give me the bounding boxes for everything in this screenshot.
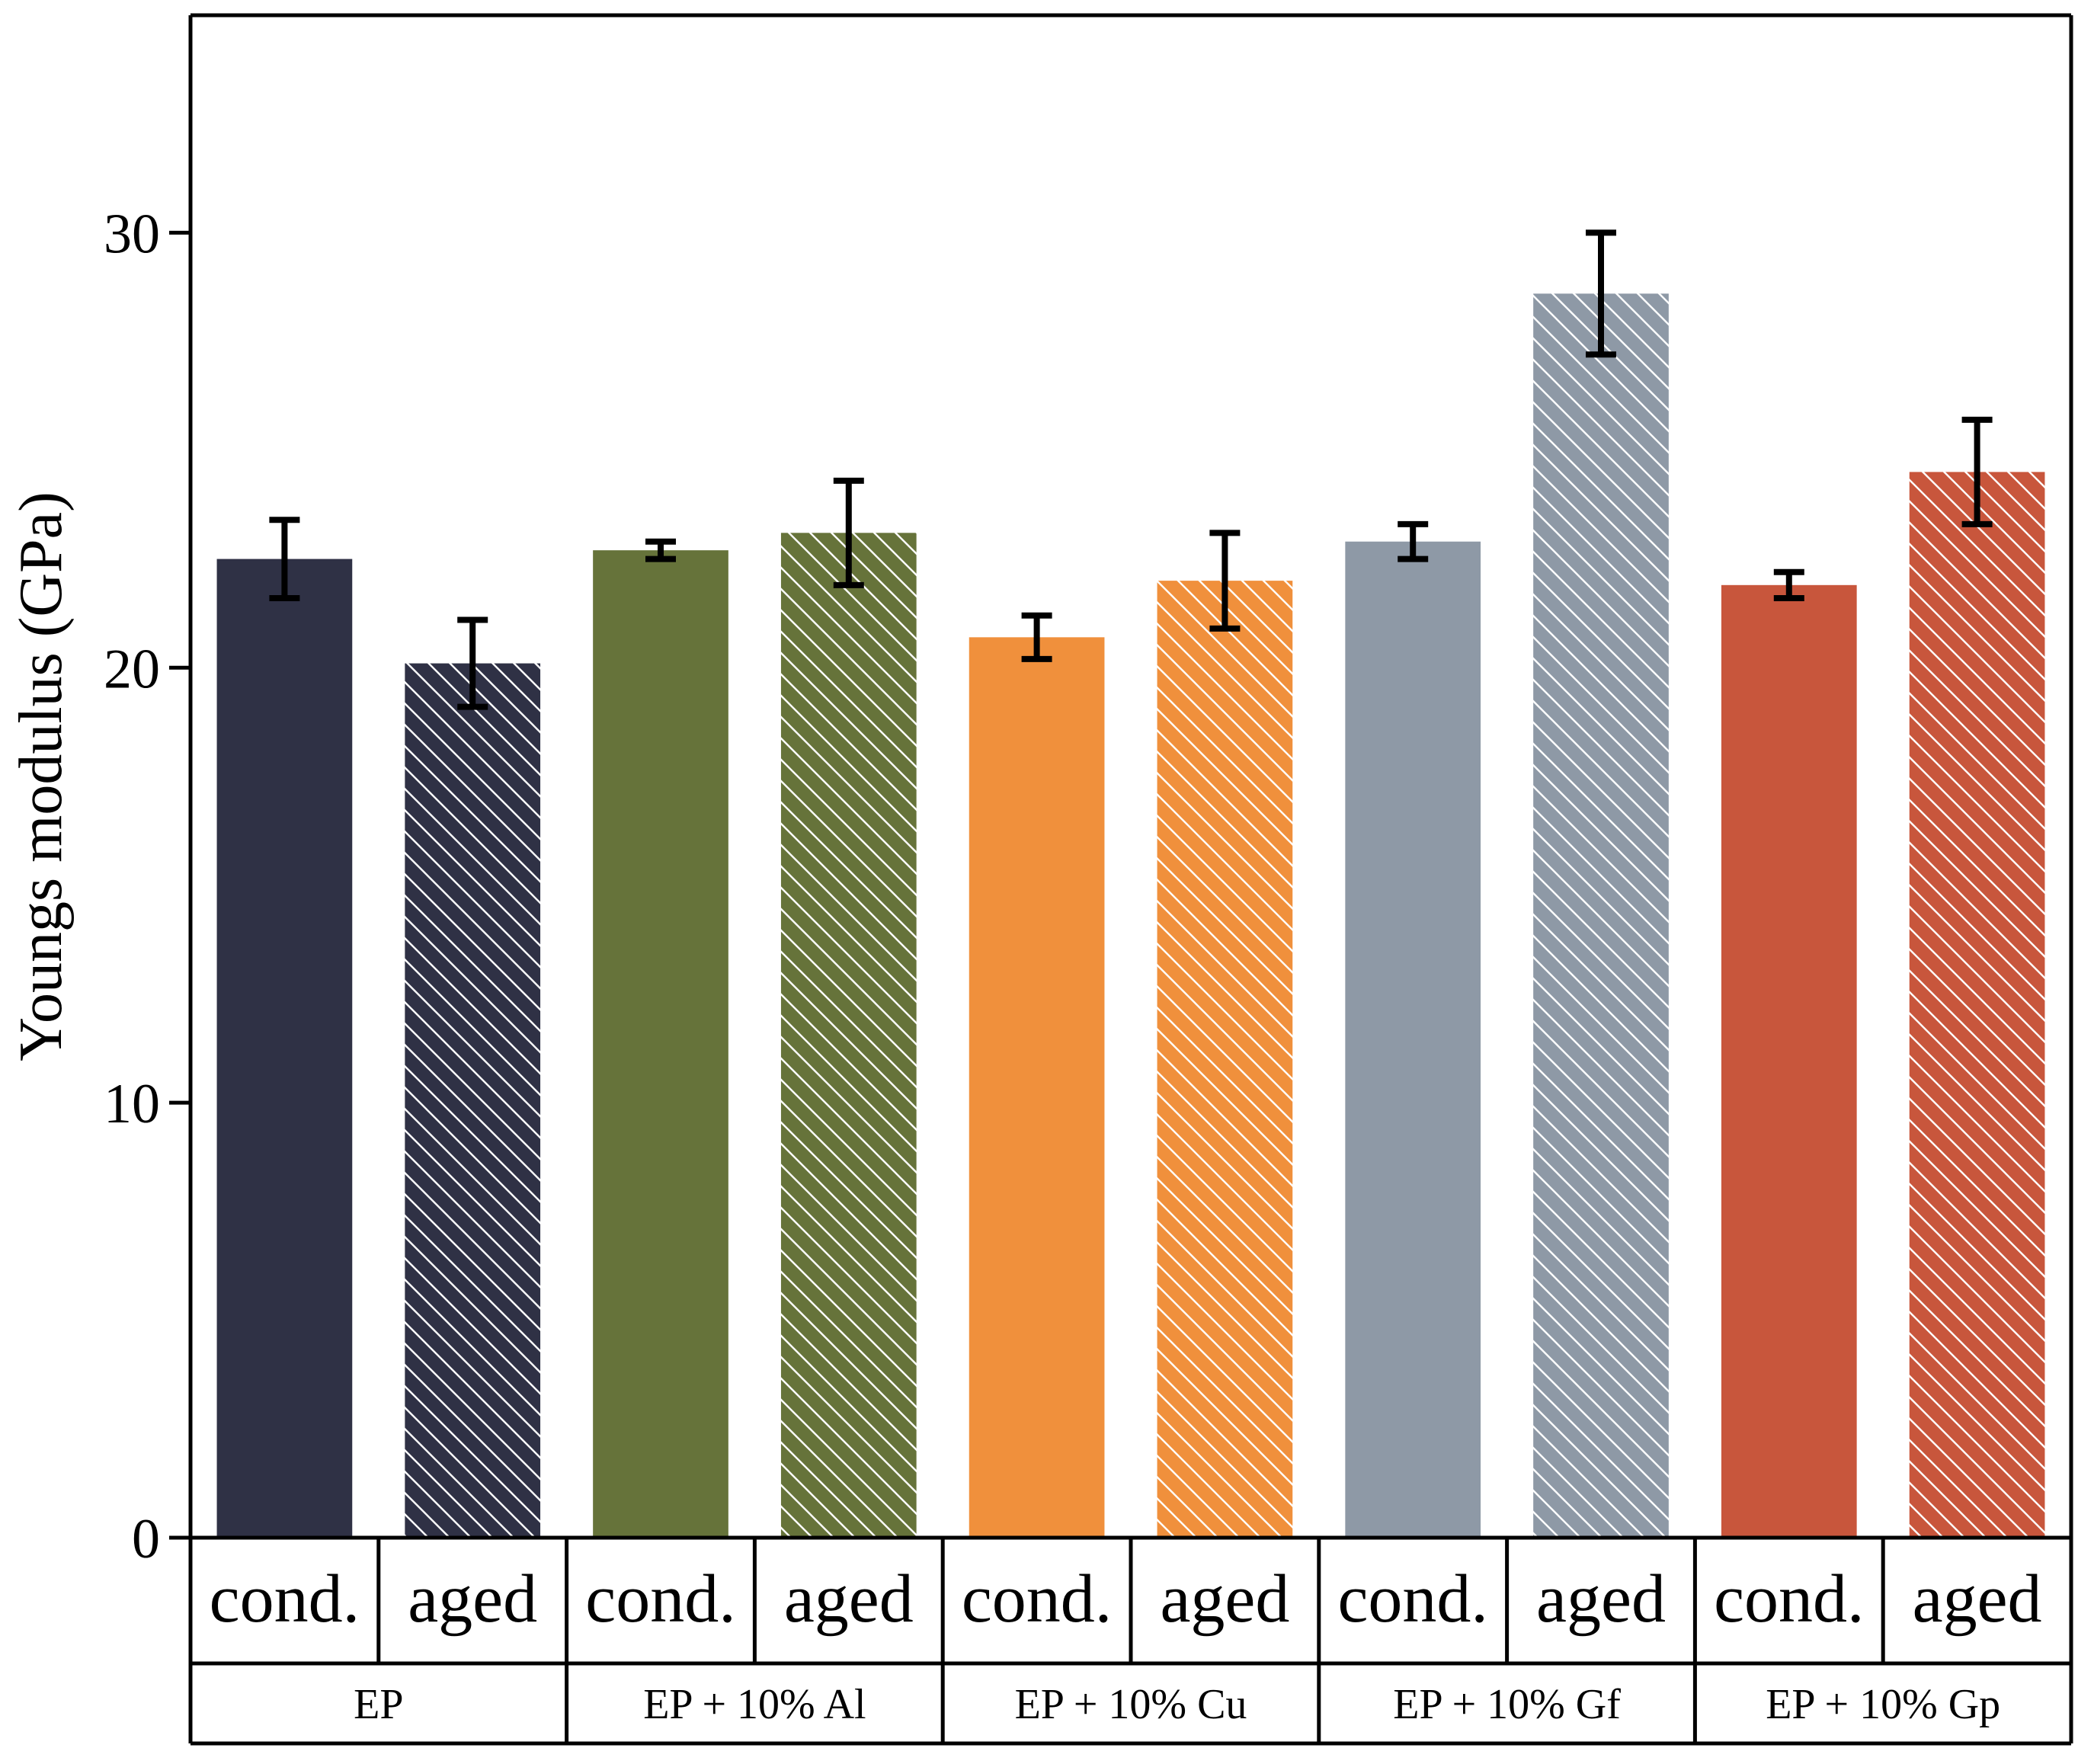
- bar-ep-10-gf-aged: [1533, 293, 1669, 1538]
- error-bar-ep-aged: [457, 616, 488, 710]
- bar-ep-10-gp-cond: [1721, 584, 1857, 1538]
- group-label-ep-10-cu: EP + 10% Cu: [1015, 1681, 1247, 1728]
- error-bar-ep-10-gp-aged: [1961, 416, 1993, 527]
- y-axis-title: Youngs modulus (GPa): [8, 491, 75, 1061]
- condition-label-ep-10-cu-cond: cond.: [962, 1561, 1112, 1637]
- bars-layer: [216, 293, 2045, 1538]
- bar-ep-10-al-aged: [780, 533, 917, 1538]
- error-bar-ep-10-al-aged: [833, 477, 864, 588]
- bar-ep-aged: [405, 663, 541, 1538]
- bar-ep-10-cu-cond: [969, 637, 1105, 1538]
- error-bars-layer: [269, 229, 1993, 710]
- condition-label-ep-10-cu-aged: aged: [1160, 1561, 1289, 1637]
- axes-layer: [169, 13, 2073, 1746]
- error-bar-ep-10-gf-aged: [1586, 229, 1616, 358]
- y-tick-label-30: 30: [104, 203, 160, 265]
- condition-label-ep-aged: aged: [408, 1561, 537, 1637]
- error-bar-ep-10-gp-cond: [1773, 568, 1804, 601]
- bar-ep-10-cu-aged: [1157, 581, 1293, 1538]
- condition-label-ep-cond: cond.: [210, 1561, 360, 1637]
- labels-layer: 0 10 20 30 Youngs modulus (GPa) cond. aged cond…: [8, 203, 2042, 1728]
- group-label-ep-10-al: EP + 10% Al: [643, 1681, 866, 1728]
- group-label-ep: EP: [354, 1681, 403, 1728]
- bar-ep-10-gf-cond: [1345, 541, 1481, 1538]
- condition-label-ep-10-gp-aged: aged: [1913, 1561, 2042, 1637]
- error-bar-ep-10-al-cond: [645, 538, 676, 562]
- bar-ep-10-gp-aged: [1909, 472, 2045, 1538]
- y-tick-label-20: 20: [104, 638, 160, 700]
- group-label-ep-10-gp: EP + 10% Gp: [1766, 1681, 2000, 1728]
- condition-label-ep-10-gf-cond: cond.: [1337, 1561, 1487, 1637]
- condition-label-ep-10-al-aged: aged: [784, 1561, 914, 1637]
- y-tick-label-10: 10: [104, 1073, 160, 1135]
- condition-label-ep-10-gp-cond: cond.: [1714, 1561, 1864, 1637]
- bar-ep-cond: [216, 559, 353, 1538]
- error-bar-ep-10-cu-cond: [1021, 612, 1052, 662]
- error-bar-ep-cond: [269, 517, 300, 601]
- y-tick-label-0: 0: [132, 1508, 160, 1570]
- condition-label-ep-10-gf-aged: aged: [1536, 1561, 1666, 1637]
- bar-ep-10-al-cond: [593, 550, 728, 1538]
- error-bar-ep-10-gf-cond: [1398, 520, 1429, 562]
- condition-label-ep-10-al-cond: cond.: [585, 1561, 735, 1637]
- error-bar-ep-10-cu-aged: [1209, 530, 1241, 632]
- group-label-ep-10-gf: EP + 10% Gf: [1393, 1681, 1621, 1728]
